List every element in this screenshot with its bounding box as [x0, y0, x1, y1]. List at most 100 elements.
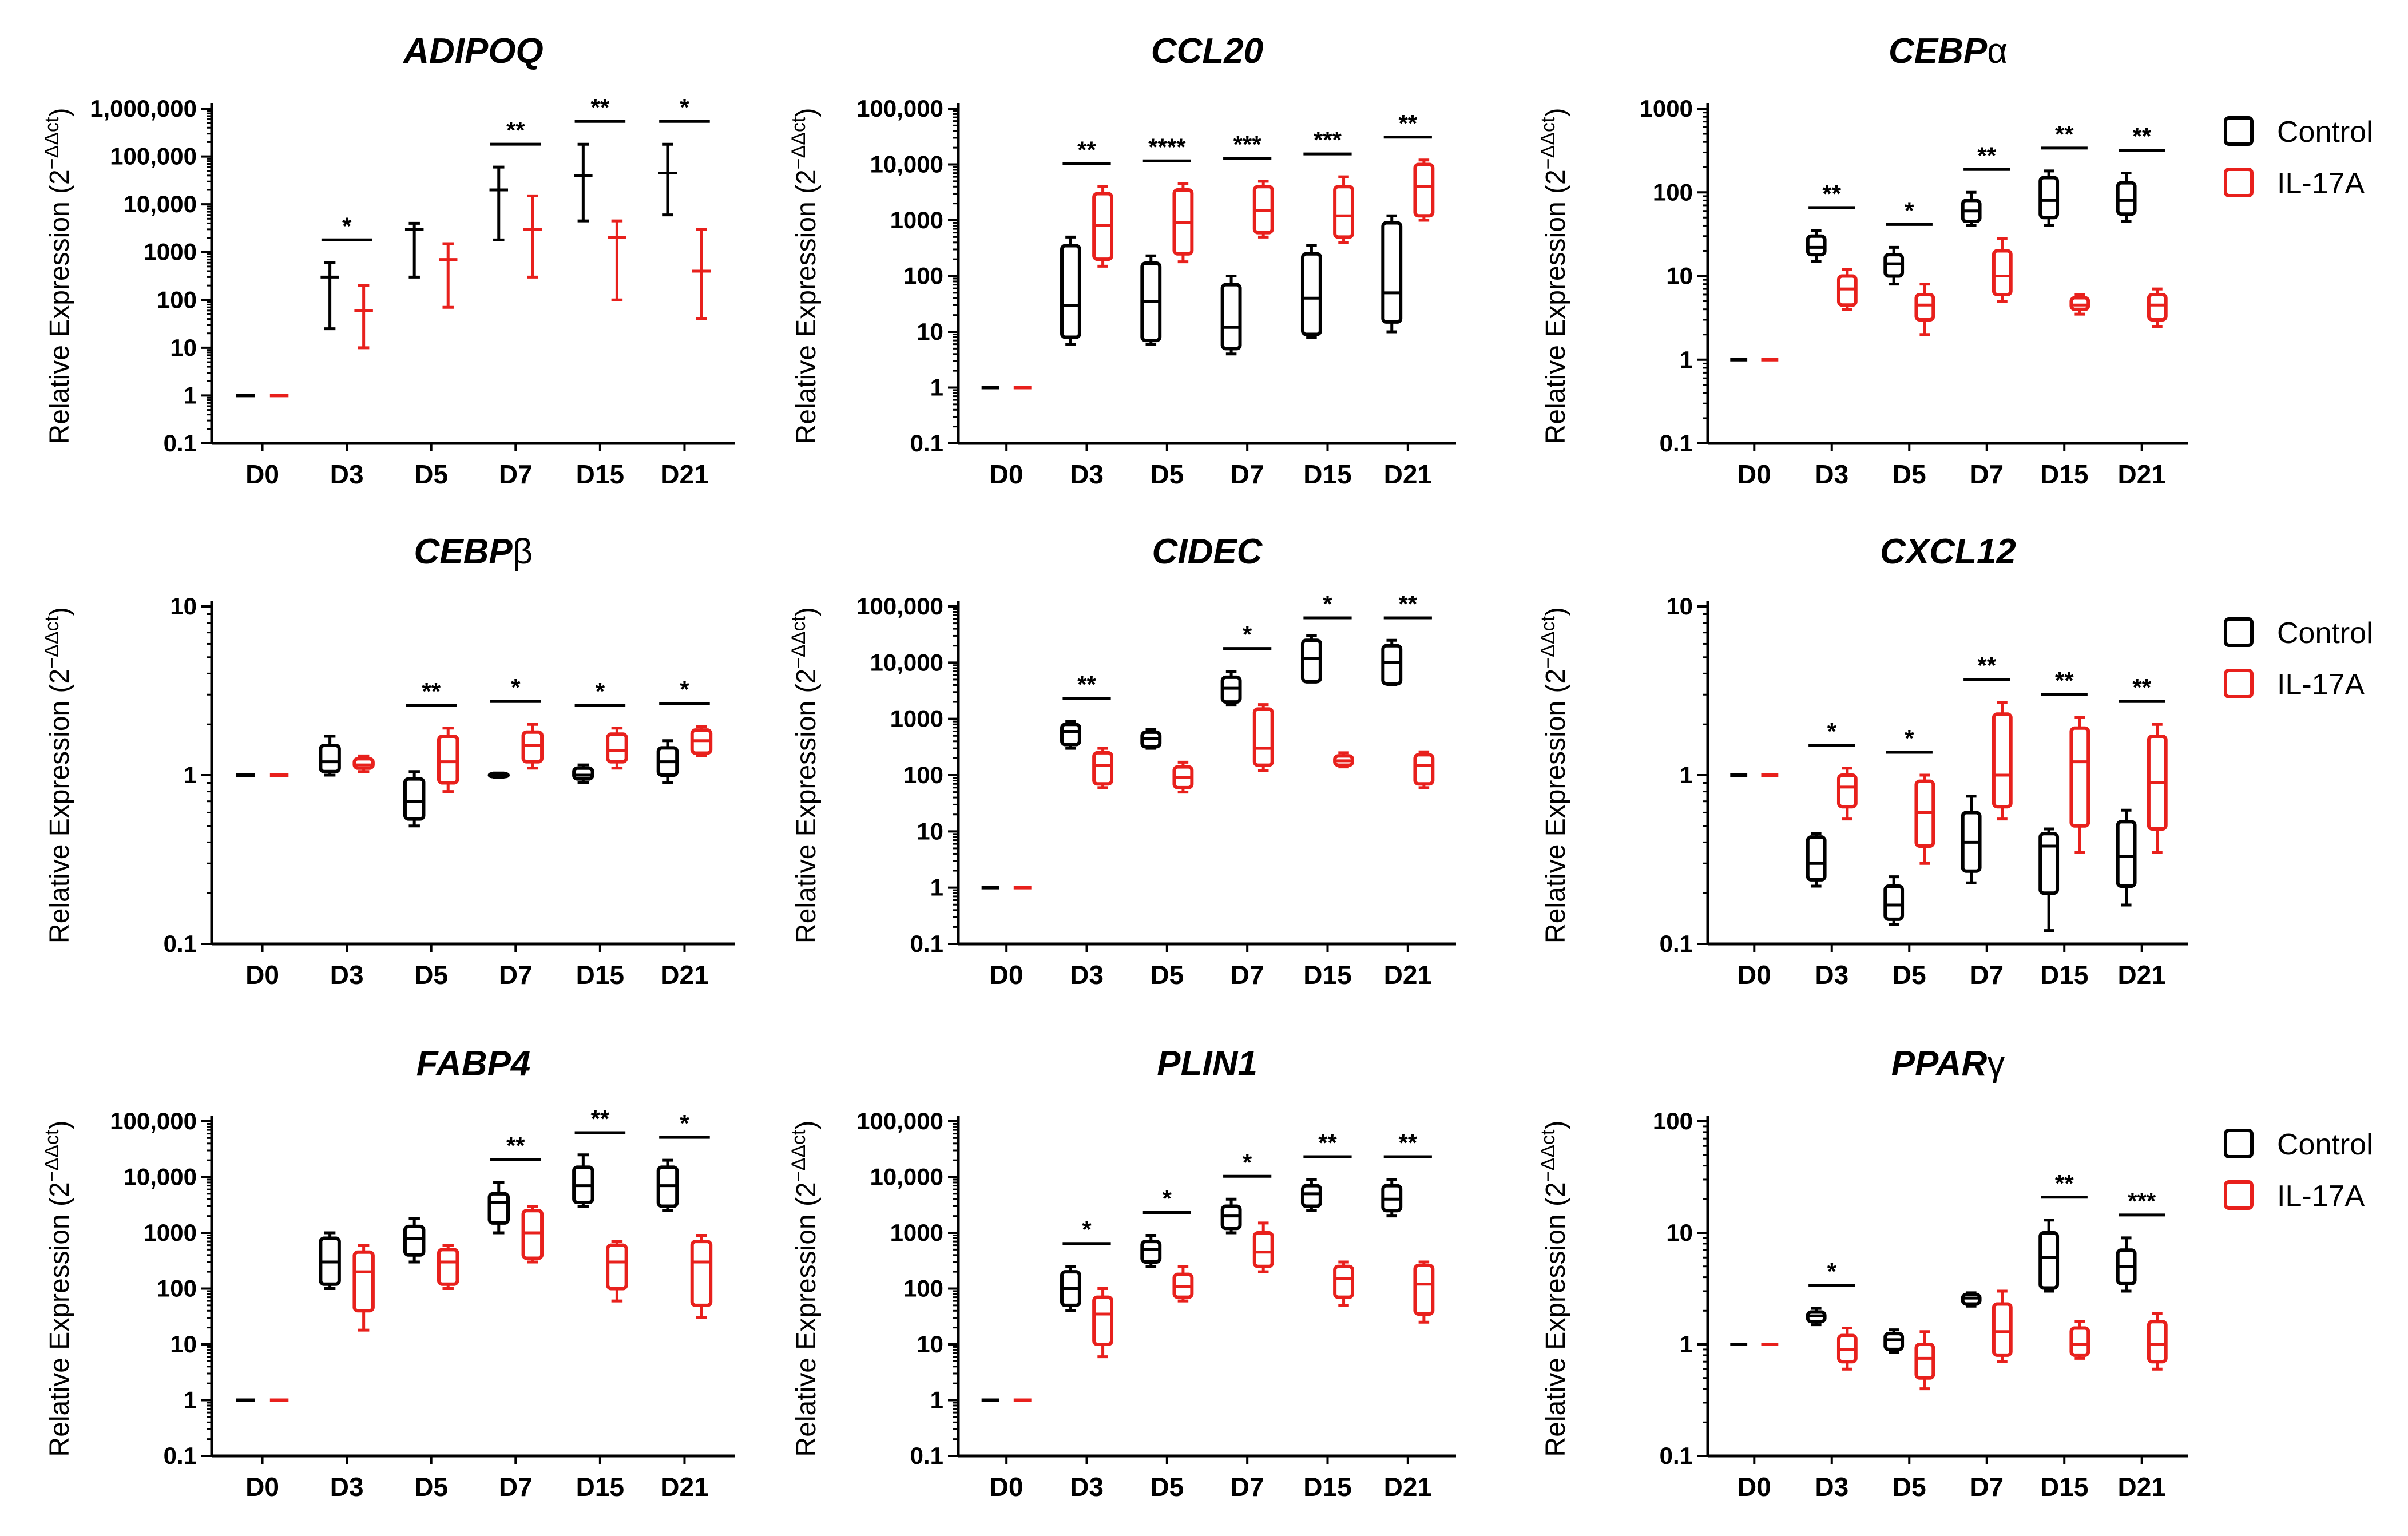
- box-il17a-d15: [2069, 296, 2090, 311]
- y-tick-label: 10: [917, 318, 943, 345]
- box-il17a-d5: [437, 1248, 459, 1286]
- sig-label-d5: *: [1905, 725, 1914, 752]
- x-tick-label-d15: D15: [2040, 1472, 2088, 1502]
- panel-title-text: CIDEC: [1152, 532, 1263, 571]
- y-axis-title-prefix: Relative Expression (2: [791, 669, 822, 943]
- box-control-d5: [403, 777, 426, 821]
- x-tick-label-d7: D7: [1970, 1472, 2004, 1502]
- x-tick-label-d5: D5: [414, 459, 448, 489]
- y-tick-label: 10: [170, 593, 197, 620]
- box-control-d3: [1060, 723, 1081, 747]
- legend: Control IL-17A: [2224, 617, 2373, 701]
- sig-label-d21: *: [680, 94, 689, 121]
- x-tick-label-d3: D3: [330, 459, 364, 489]
- y-axis-title-exponent: −ΔΔct: [1537, 117, 1559, 169]
- panel-title-greek: γ: [1987, 1044, 2005, 1083]
- sig-label-d15: **: [2055, 121, 2074, 148]
- y-tick-label: 100: [903, 1275, 943, 1302]
- x-tick-label-d3: D3: [330, 960, 364, 990]
- box-il17a-d7: [1992, 712, 2013, 809]
- box-control-d15: [1300, 252, 1322, 336]
- y-axis-title-prefix: Relative Expression (2: [1541, 1182, 1571, 1456]
- y-tick-label: 1000: [144, 1219, 197, 1246]
- y-tick-label: 1: [930, 374, 943, 401]
- legends-group: Control IL-17A Control IL-17A Control IL-17A: [2224, 116, 2373, 1213]
- sig-label-d7: *: [511, 674, 521, 701]
- sig-label-d21: **: [1398, 110, 1417, 137]
- legend-label-control: Control: [2277, 1128, 2373, 1161]
- panel-title: CXCL12: [1880, 532, 2016, 571]
- y-tick-label: 10,000: [870, 151, 943, 178]
- sig-label-d5: *: [1905, 197, 1914, 224]
- sig-label-d5: ****: [1148, 133, 1186, 160]
- panel-cidec: CIDEC 0.1 1 10 100 1000 10,000 100,000 Relative …: [788, 532, 1456, 990]
- box-il17a-d7: [1252, 707, 1274, 767]
- sig-label-d7: *: [1243, 621, 1252, 648]
- x-tick-label-d7: D7: [499, 459, 533, 489]
- box-il17a-d5: [437, 735, 459, 785]
- x-tick-label-d5: D5: [1150, 459, 1184, 489]
- y-tick-label: 0.1: [1660, 930, 1693, 957]
- x-tick-label-d0: D0: [245, 960, 279, 990]
- y-tick-label: 10: [170, 334, 197, 361]
- y-axis-title-suffix: ): [791, 607, 822, 616]
- y-tick-label: 1,000,000: [90, 95, 197, 122]
- y-axis-title: Relative Expression (2−ΔΔct): [788, 607, 822, 943]
- y-tick-label: 0.1: [1660, 430, 1693, 457]
- x-tick-label-d7: D7: [499, 960, 533, 990]
- panel-title-text: PLIN1: [1157, 1044, 1257, 1083]
- box-control-d5: [1140, 1240, 1162, 1264]
- box-il17a-d3: [1092, 751, 1114, 786]
- x-tick-label-d5: D5: [414, 1472, 448, 1502]
- y-axis-title-prefix: Relative Expression (2: [45, 669, 75, 943]
- y-tick-label: 100: [157, 286, 197, 313]
- y-tick-label: 1000: [890, 705, 943, 732]
- y-axis-title-prefix: Relative Expression (2: [45, 1182, 75, 1456]
- sig-label-d3: **: [1822, 180, 1841, 207]
- x-tick-label-d0: D0: [245, 1472, 279, 1502]
- box-il17a-d7: [1252, 1231, 1274, 1268]
- x-tick-label-d21: D21: [660, 960, 708, 990]
- sig-label-d21: **: [1398, 1129, 1417, 1156]
- y-tick-label: 0.1: [1660, 1442, 1693, 1469]
- panel-title-text: CEBP: [414, 532, 513, 571]
- legend-label-il-17a: IL-17A: [2277, 167, 2365, 200]
- box-il17a-d7: [521, 1209, 544, 1260]
- y-tick-label: 10: [1666, 593, 1693, 620]
- y-axis-title-exponent: −ΔΔct: [41, 117, 63, 169]
- y-tick-label: 1: [184, 1387, 197, 1414]
- y-axis-title-prefix: Relative Expression (2: [45, 169, 75, 444]
- panel-title: PPARγ: [1891, 1044, 2005, 1083]
- sig-label-d15: **: [2055, 1170, 2074, 1197]
- y-tick-label: 0.1: [164, 1442, 197, 1469]
- y-axis-title-exponent: −ΔΔct: [788, 117, 810, 169]
- sig-label-d15: **: [2055, 667, 2074, 694]
- sig-label-d3: *: [1827, 1258, 1837, 1285]
- panel-fabp4: FABP4 0.1 1 10 100 1000 10,000 100,000 Relative …: [41, 1044, 735, 1502]
- x-tick-label-d0: D0: [245, 459, 279, 489]
- y-tick-label: 100,000: [856, 593, 943, 620]
- legend-swatch-il-17a: [2224, 669, 2254, 698]
- y-tick-label: 1000: [1640, 95, 1693, 122]
- y-tick-label: 100: [903, 761, 943, 788]
- x-tick-label-d3: D3: [1070, 459, 1104, 489]
- x-tick-label-d3: D3: [1815, 960, 1848, 990]
- sig-label-d5: **: [422, 678, 441, 705]
- sig-label-d7: **: [506, 1132, 525, 1159]
- box-control-d7: [487, 1192, 510, 1225]
- y-axis-title-exponent: −ΔΔct: [41, 616, 63, 668]
- panel-title: CIDEC: [1152, 532, 1263, 571]
- box-il17a-d3: [1836, 773, 1858, 809]
- box-control-d7: [1220, 283, 1242, 351]
- panel-title: FABP4: [416, 1044, 531, 1083]
- x-tick-label-d5: D5: [1150, 1472, 1184, 1502]
- panel-title-greek: α: [1987, 31, 2008, 71]
- y-axis-title-suffix: ): [1541, 607, 1571, 616]
- box-control-d5: [403, 1224, 426, 1257]
- y-tick-label: 1: [1680, 761, 1693, 788]
- y-tick-label: 1: [930, 1387, 943, 1414]
- y-axis-title-exponent: −ΔΔct: [1537, 1129, 1559, 1182]
- x-tick-label-d15: D15: [2040, 459, 2088, 489]
- x-tick-label-d7: D7: [1231, 459, 1264, 489]
